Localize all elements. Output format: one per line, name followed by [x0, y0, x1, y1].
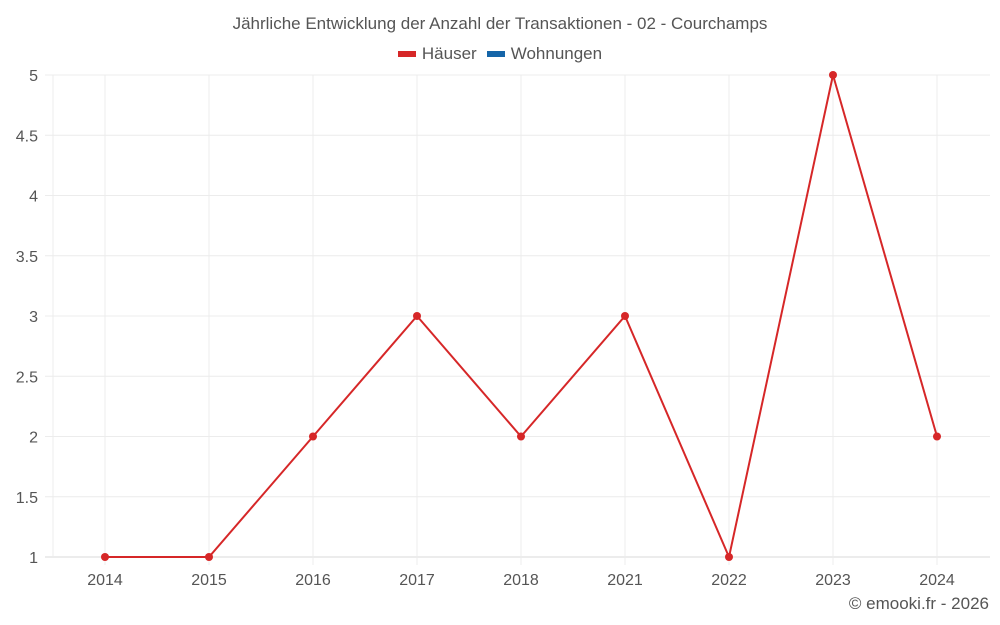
- x-tick-label: 2024: [919, 572, 955, 589]
- data-point[interactable]: [621, 312, 629, 320]
- data-point[interactable]: [933, 432, 941, 441]
- data-point[interactable]: [829, 71, 837, 79]
- x-tick-label: 2021: [607, 572, 643, 589]
- x-tick-label: 2015: [191, 572, 227, 589]
- legend: Häuser Wohnungen: [0, 44, 1000, 64]
- data-point[interactable]: [309, 432, 317, 441]
- y-tick-label: 4.5: [16, 128, 38, 145]
- data-point[interactable]: [413, 312, 421, 320]
- legend-label-wohnungen: Wohnungen: [510, 44, 603, 63]
- x-tick-label: 2018: [503, 572, 539, 589]
- copyright-footer: © emooki.fr - 2026: [848, 594, 989, 613]
- legend-label-haeuser: Häuser: [421, 44, 477, 63]
- legend-item-haeuser[interactable]: Häuser: [397, 44, 477, 64]
- y-tick-label: 2.5: [16, 369, 38, 386]
- x-tick-label: 2014: [87, 572, 123, 589]
- x-tick-label: 2023: [815, 572, 851, 589]
- data-point[interactable]: [205, 553, 213, 561]
- legend-item-wohnungen[interactable]: Wohnungen: [486, 44, 603, 64]
- y-tick-label: 2: [29, 430, 38, 447]
- legend-swatch-wohnungen: [486, 51, 505, 57]
- legend-swatch-haeuser: [397, 51, 416, 57]
- y-tick-label: 4: [29, 189, 38, 206]
- x-tick-label: 2016: [295, 572, 331, 589]
- y-tick-label: 1: [29, 550, 38, 567]
- y-tick-label: 3: [29, 309, 38, 326]
- data-point[interactable]: [725, 553, 733, 561]
- chart-title: Jährliche Entwicklung der Anzahl der Tra…: [232, 14, 768, 33]
- x-tick-label: 2017: [399, 572, 435, 589]
- y-tick-label: 5: [29, 68, 38, 85]
- y-tick-label: 1.5: [16, 490, 38, 507]
- data-point[interactable]: [517, 432, 525, 441]
- x-tick-label: 2022: [711, 572, 747, 589]
- data-point[interactable]: [101, 553, 109, 561]
- y-tick-label: 3.5: [16, 249, 38, 266]
